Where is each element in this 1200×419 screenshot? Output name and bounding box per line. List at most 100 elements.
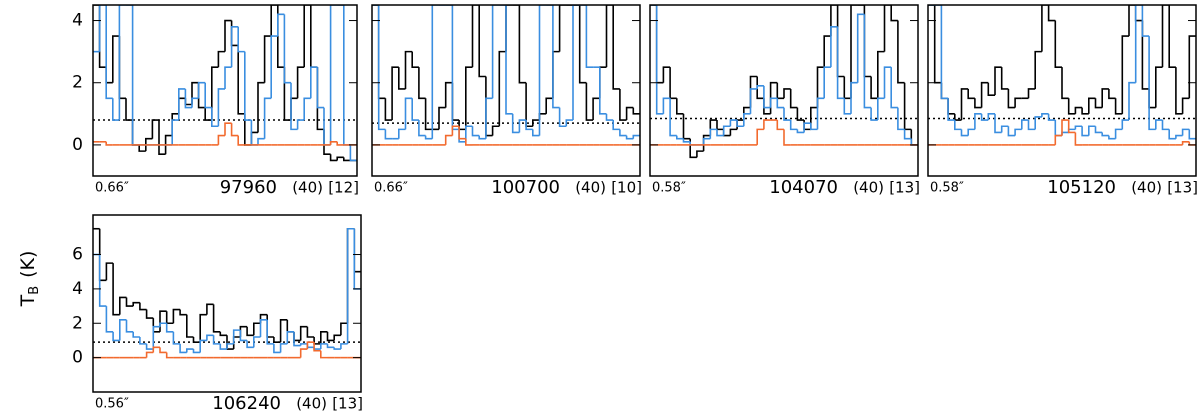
- spectrum-step: [145, 309, 154, 319]
- spectrum-step: [1168, 129, 1176, 140]
- spectrum-step: [290, 97, 298, 121]
- spectrum-step: [669, 98, 677, 137]
- spectrum-step: [702, 134, 711, 152]
- spectrum-step: [696, 150, 704, 158]
- spectrum-step: [404, 97, 413, 130]
- spectrum-step: [518, 5, 527, 84]
- spectrum-step: [1088, 125, 1096, 136]
- spectrum-step: [585, 82, 594, 121]
- spectrum-step: [709, 119, 717, 136]
- spectrum-step: [565, 119, 573, 127]
- spectrum-step: [625, 135, 634, 140]
- spectrum-step: [830, 5, 838, 37]
- spectrum-step: [239, 325, 248, 338]
- count-label: (40): [853, 179, 884, 197]
- spectrum-step: [763, 98, 771, 115]
- frame: [371, 4, 641, 177]
- spectrum-step: [702, 137, 711, 145]
- spectrum-step: [1148, 36, 1156, 131]
- spectrum-step: [353, 228, 361, 290]
- spectrum-step: [940, 82, 949, 100]
- spectrum-step: [662, 97, 671, 114]
- spectrum-step: [1134, 5, 1143, 22]
- spectrum-step: [749, 88, 758, 114]
- spectrum-step: [870, 107, 878, 121]
- spectrum-step: [1000, 67, 1009, 90]
- spectrum-step: [353, 228, 361, 273]
- count-label: (40): [575, 179, 606, 197]
- spectrum-step: [776, 120, 784, 131]
- spectrum-step: [1108, 135, 1116, 140]
- spectrum-step: [769, 97, 778, 108]
- spectrum-step: [132, 331, 140, 338]
- spectrum-step: [191, 97, 199, 108]
- spectrum-step: [1007, 88, 1016, 109]
- spectrum-step: [974, 98, 982, 109]
- spectrum-step: [112, 98, 120, 121]
- spectrum-step: [1027, 88, 1036, 99]
- spectrum-step: [619, 88, 627, 121]
- spectrum-step: [994, 113, 1002, 134]
- spectrum-step: [377, 5, 386, 100]
- spectrum-step: [776, 82, 784, 100]
- spectrum-step: [303, 5, 311, 68]
- spectrum-step: [398, 128, 406, 139]
- spectrum-step: [890, 67, 898, 109]
- spectrum-step: [823, 66, 831, 99]
- index-label: [10]: [611, 179, 642, 197]
- spectrum-step: [105, 5, 113, 100]
- frame: [649, 4, 919, 177]
- spectrum-step: [232, 336, 241, 350]
- spectrum-step: [729, 128, 738, 136]
- y-tick-label: 2: [72, 73, 83, 93]
- beam-label: 0.56″: [95, 397, 129, 412]
- spectrum-step: [655, 5, 664, 84]
- beam-label: 0.58″: [930, 181, 964, 196]
- spectrum-step: [1094, 126, 1103, 134]
- spectrum-step: [1128, 5, 1136, 37]
- spectrum-step: [592, 97, 600, 121]
- spectrum-step: [1148, 88, 1156, 109]
- spectrum-step: [722, 125, 731, 136]
- spectrum-step: [336, 156, 344, 161]
- spectrum-step: [1081, 107, 1089, 115]
- spectrum-step: [1141, 5, 1150, 37]
- spectrum-step: [306, 341, 315, 350]
- spectrum-step: [689, 138, 697, 159]
- spectrum-step: [145, 343, 154, 350]
- spectrum-step: [172, 308, 181, 324]
- spectrum-step: [1054, 20, 1062, 68]
- spectrum-step: [290, 82, 298, 131]
- spectrum-step: [1101, 132, 1109, 137]
- spectrum-step: [763, 85, 771, 109]
- spectrum-step: [783, 107, 791, 121]
- plot-area: [93, 227, 361, 359]
- spectrum-step: [224, 66, 232, 89]
- spectrum-step: [377, 5, 386, 131]
- spectrum-step: [206, 334, 214, 341]
- spectrum-step: [1000, 125, 1009, 133]
- frequency-label: 105120: [1047, 177, 1116, 198]
- spectrum-step: [485, 76, 493, 137]
- panel: 0.58″ [13] (40) 104070: [649, 4, 920, 198]
- spectrum-step: [125, 297, 134, 307]
- spectrum-step: [682, 113, 691, 140]
- spectrum-step: [171, 119, 179, 145]
- spectrum-step: [940, 5, 949, 100]
- spectrum-step: [1094, 98, 1103, 109]
- spectrum-step: [112, 263, 120, 316]
- panel: 0 2 4 6 0.56″ [13] (40) 106240 TB (K): [17, 214, 363, 414]
- spectrum-step: [796, 107, 805, 121]
- spectrum-step: [253, 336, 261, 348]
- spectrum-step: [1041, 113, 1049, 117]
- spectrum-step: [184, 98, 192, 106]
- spectrum-step: [145, 137, 153, 152]
- spectrum-step: [980, 81, 989, 108]
- spectrum-step: [293, 331, 301, 347]
- spectrum-step: [313, 347, 321, 350]
- spectrum-step: [257, 137, 265, 145]
- spectrum-step: [219, 331, 227, 337]
- spectrum-step: [112, 35, 120, 83]
- spectrum-step: [1054, 134, 1062, 145]
